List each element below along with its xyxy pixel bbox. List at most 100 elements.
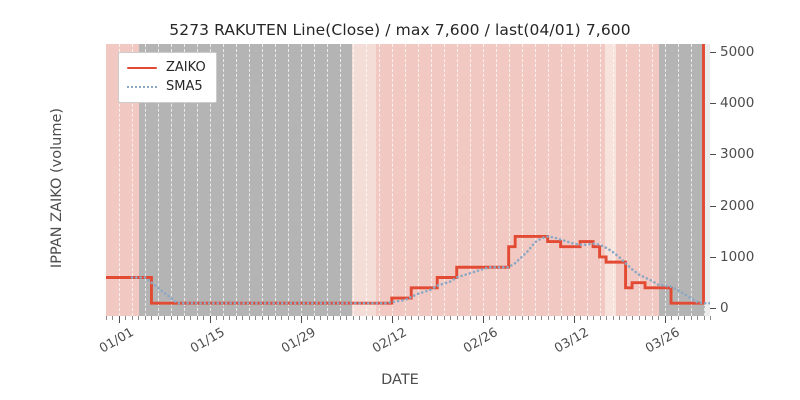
x-tick-minor [502, 316, 504, 320]
x-tick-minor [196, 316, 198, 320]
gridline [235, 44, 237, 316]
x-tick-minor [599, 316, 601, 320]
gridline [248, 44, 250, 316]
x-tick-minor [658, 316, 660, 320]
x-tick-minor [417, 316, 419, 320]
gridline [508, 44, 510, 316]
gridline [690, 44, 692, 316]
x-tick-minor [216, 316, 218, 320]
y-tick-label: 2000 [720, 197, 755, 214]
x-tick-minor [261, 316, 263, 320]
x-tick-minor [352, 316, 354, 320]
gridline [183, 44, 185, 316]
x-tick-minor [326, 316, 328, 320]
legend-label-zaiko: ZAIKO [166, 60, 206, 75]
x-tick-major [482, 316, 484, 323]
legend-label-sma5: SMA5 [166, 79, 203, 94]
legend-item-zaiko[interactable]: ZAIKO [127, 58, 206, 77]
x-tick-label: 01/01 [97, 325, 137, 357]
x-tick-minor [112, 316, 114, 320]
x-tick-minor [710, 316, 711, 320]
gridline [482, 44, 484, 316]
x-tick-minor [625, 316, 627, 320]
x-tick-minor [515, 316, 517, 320]
gridline [469, 44, 471, 316]
y-tick [710, 103, 716, 105]
gridline [625, 44, 627, 316]
x-tick-minor [567, 316, 569, 320]
y-axis: 0 1000 2000 3000 4000 5000 [710, 44, 798, 316]
x-tick-minor [593, 316, 595, 320]
legend[interactable]: ZAIKO SMA5 [118, 52, 217, 103]
x-tick-minor [547, 316, 549, 320]
x-tick-minor [521, 316, 523, 320]
x-tick-minor [456, 316, 458, 320]
gridline [196, 44, 198, 316]
x-tick-minor [157, 316, 159, 320]
x-tick-minor [671, 316, 673, 320]
x-tick-minor [404, 316, 406, 320]
background-band [604, 44, 617, 316]
gridline [599, 44, 601, 316]
x-tick-label: 02/26 [460, 325, 501, 357]
gridline [170, 44, 172, 316]
x-tick-minor [274, 316, 276, 320]
x-tick-minor [560, 316, 562, 320]
gridline [378, 44, 380, 316]
x-tick-minor [424, 316, 426, 320]
x-tick-minor [430, 316, 432, 320]
x-tick-minor [229, 316, 231, 320]
y-tick [710, 308, 716, 310]
y-tick [710, 205, 716, 207]
legend-item-sma5[interactable]: SMA5 [127, 77, 206, 96]
x-tick-minor [469, 316, 471, 320]
x-tick-minor [333, 316, 335, 320]
x-tick-minor [385, 316, 387, 320]
x-tick-minor [248, 316, 250, 320]
x-tick-minor [651, 316, 653, 320]
x-tick-minor [378, 316, 380, 320]
x-tick-label: 03/12 [551, 325, 592, 357]
gridline [573, 44, 575, 316]
x-tick-major [573, 316, 575, 323]
x-tick-major [118, 316, 121, 323]
x-tick-minor [294, 316, 296, 320]
x-tick-minor [151, 316, 153, 320]
x-tick-minor [463, 316, 465, 320]
gridline [391, 44, 393, 316]
x-tick-minor [235, 316, 237, 320]
x-tick-minor [450, 316, 452, 320]
x-tick-minor [684, 316, 686, 320]
x-tick-minor [307, 316, 309, 320]
x-tick-minor [313, 316, 315, 320]
x-tick-label: 01/15 [187, 325, 228, 357]
gridline [586, 44, 588, 316]
x-tick-minor [144, 316, 146, 320]
x-tick-minor [365, 316, 367, 320]
x-tick-minor [242, 316, 244, 320]
x-tick-minor [281, 316, 283, 320]
gridline [326, 44, 328, 316]
x-tick-minor [183, 316, 185, 320]
x-tick-minor [170, 316, 172, 320]
x-axis-labels: 01/01 01/15 01/29 02/12 02/26 03/12 03/26 [97, 325, 710, 371]
gridline [612, 44, 614, 316]
gridline [495, 44, 497, 316]
gridline [638, 44, 640, 316]
series-line-zaiko [106, 44, 705, 305]
gridline [157, 44, 159, 316]
gridline [274, 44, 276, 316]
x-tick-major [391, 316, 394, 323]
x-tick-minor [632, 316, 634, 320]
x-tick-major [664, 316, 666, 323]
x-tick-minor [287, 316, 289, 320]
x-tick-minor [619, 316, 621, 320]
gridline [404, 44, 406, 316]
gridline [222, 44, 224, 316]
x-tick-minor [268, 316, 270, 320]
y-tick-label: 3000 [720, 146, 755, 163]
x-tick-minor [320, 316, 322, 320]
y-tick-label: 5000 [720, 43, 755, 60]
x-tick-minor [164, 316, 166, 320]
